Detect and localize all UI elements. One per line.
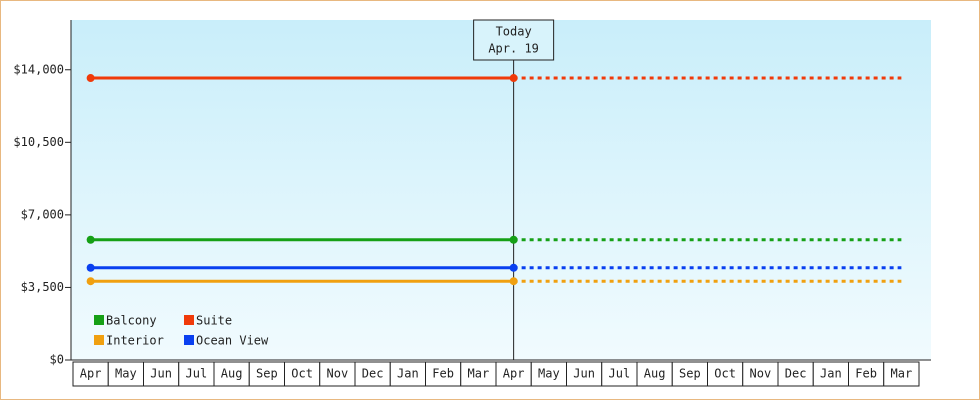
y-tick-label: $0 (50, 353, 64, 367)
x-tick-label: May (538, 367, 560, 381)
x-tick-label: Jan (820, 367, 842, 381)
x-cell (425, 361, 462, 387)
x-tick-label: Mar (891, 367, 913, 381)
x-cell (107, 361, 144, 387)
x-cell (143, 361, 180, 387)
series-point (509, 277, 518, 286)
x-cell (671, 361, 708, 387)
x-tick-label: Nov (327, 367, 349, 381)
legend-label: Balcony (106, 314, 157, 328)
y-tick-label: $10,500 (13, 135, 64, 149)
plot-area (71, 20, 931, 360)
x-tick-label: Sep (679, 367, 701, 381)
series-point (86, 277, 95, 286)
x-tick-label: Apr (80, 367, 102, 381)
x-cell (742, 361, 779, 387)
x-cell (883, 361, 920, 387)
y-tick-label: $3,500 (21, 280, 64, 294)
today-date: Apr. 19 (488, 42, 539, 56)
legend-swatch (184, 335, 194, 345)
y-tick-label: $7,000 (21, 207, 64, 221)
x-tick-label: Aug (644, 367, 666, 381)
today-box (473, 19, 555, 61)
x-tick-label: Jul (186, 367, 208, 381)
x-tick-label: Dec (785, 367, 807, 381)
legend-label: Ocean View (196, 334, 269, 348)
x-cell (777, 361, 814, 387)
x-tick-label: Jul (609, 367, 631, 381)
series-point (86, 263, 95, 272)
x-tick-label: Mar (468, 367, 490, 381)
x-cell (354, 361, 391, 387)
legend-swatch (94, 315, 104, 325)
legend-swatch (184, 315, 194, 325)
x-tick-label: Feb (432, 367, 454, 381)
series-point (509, 235, 518, 244)
x-tick-label: Jun (150, 367, 172, 381)
series-point (86, 235, 95, 244)
x-tick-label: Feb (855, 367, 877, 381)
x-cell (636, 361, 673, 387)
x-tick-label: Dec (362, 367, 384, 381)
x-tick-label: Oct (714, 367, 736, 381)
y-tick-label: $14,000 (13, 62, 64, 76)
x-tick-label: Jun (573, 367, 595, 381)
x-tick-label: Nov (750, 367, 772, 381)
x-tick-label: May (115, 367, 137, 381)
x-cell (72, 361, 109, 387)
x-cell (389, 361, 426, 387)
legend-swatch (94, 335, 104, 345)
legend-label: Suite (196, 314, 232, 328)
x-cell (460, 361, 497, 387)
today-label: Today (496, 25, 532, 39)
x-cell (213, 361, 250, 387)
x-tick-label: Aug (221, 367, 243, 381)
x-tick-label: Sep (256, 367, 278, 381)
series-point (509, 74, 518, 83)
x-tick-label: Apr (503, 367, 525, 381)
x-tick-label: Oct (291, 367, 313, 381)
series-point (86, 74, 95, 83)
x-tick-label: Jan (397, 367, 419, 381)
series-point (509, 263, 518, 272)
legend-label: Interior (106, 334, 164, 348)
x-cell (848, 361, 885, 387)
